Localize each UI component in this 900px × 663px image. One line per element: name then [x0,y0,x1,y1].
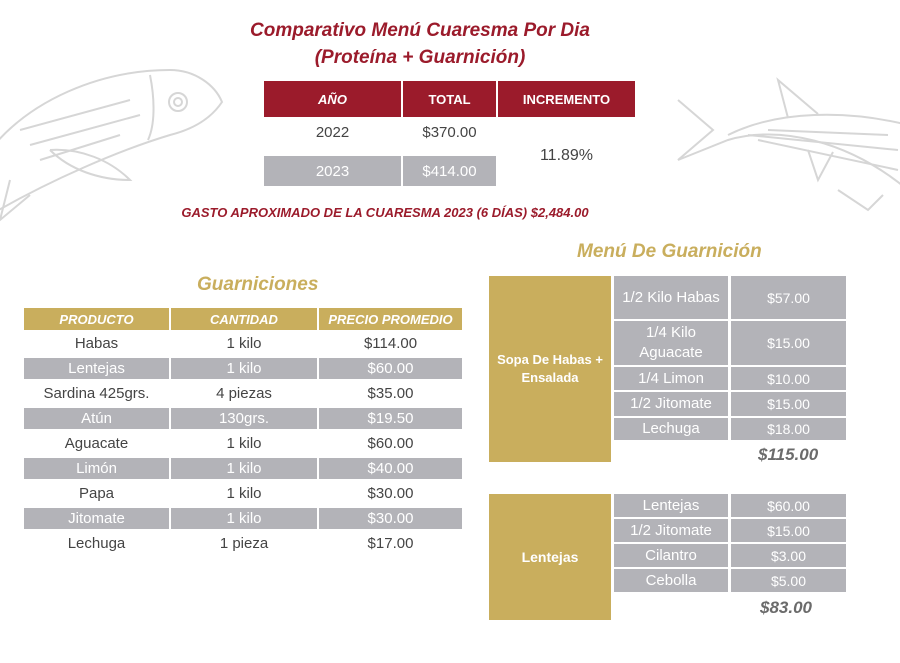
guarniciones-cell-precio: $30.00 [319,508,462,529]
dish2-item-name: Cebolla [614,569,728,592]
guarniciones-cell-producto: Aguacate [64,435,129,452]
total-2023: $414.00 [403,156,496,186]
guarniciones-cell-precio: $60.00 [367,435,414,452]
header-incremento: INCREMENTO [498,81,635,117]
guarniciones-cell-producto: Habas [74,335,119,352]
fish-illustration-right [677,77,900,212]
dish-lentejas: Lentejas [489,494,611,620]
dish2-item-price: $60.00 [731,494,846,517]
guarniciones-title: Guarniciones [197,274,319,295]
guarniciones-cell-cantidad: 1 kilo [171,358,317,379]
guarniciones-cell-cantidad: 1 kilo [226,435,262,452]
estimated-expense-text: GASTO APROXIMADO DE LA CUARESMA 2023 (6 … [181,205,589,220]
dish1-item-name: 1/2 Kilo Habas [614,276,728,319]
guarniciones-cell-producto: Lechuga [67,535,126,552]
dish1-item-price: $15.00 [731,392,846,416]
dish2-item-price: $15.00 [731,519,846,542]
dish1-item-name: Lechuga [614,418,728,440]
page-subtitle: (Proteína + Guarnición) [314,47,526,68]
dish1-item-price: $18.00 [731,418,846,440]
header-cantidad: CANTIDAD [171,308,317,330]
header-producto: PRODUCTO [24,308,169,330]
guarniciones-cell-producto: Jitomate [24,508,169,529]
dish1-item-price: $15.00 [731,321,846,365]
menu-title: Menú De Guarnición [577,241,762,262]
guarniciones-cell-precio: $35.00 [367,385,414,402]
guarniciones-cell-producto: Atún [24,408,169,429]
dish2-item-name: Lentejas [614,494,728,517]
header-ano: AÑO [264,81,401,117]
dish-sopa-habas: Sopa De Habas + Ensalada [489,276,611,462]
header-total: TOTAL [403,81,496,117]
guarniciones-cell-cantidad: 1 kilo [171,458,317,479]
guarniciones-cell-producto: Sardina 425grs. [43,385,150,402]
year-2022: 2022 [315,123,350,141]
guarniciones-cell-cantidad: 1 pieza [219,535,269,552]
estimated-expense: GASTO APROXIMADO DE LA CUARESMA 2023 (6 … [0,205,900,220]
page-title: Comparativo Menú Cuaresma Por Dia [250,20,590,41]
guarniciones-cell-precio: $17.00 [367,535,414,552]
dish1-total: $115.00 [758,445,819,464]
increment-value: 11.89% [539,147,594,164]
guarniciones-cell-cantidad: 1 kilo [226,335,262,352]
guarniciones-cell-precio: $19.50 [319,408,462,429]
guarniciones-cell-cantidad: 1 kilo [226,485,262,502]
guarniciones-cell-producto: Limón [24,458,169,479]
total-2022: $370.00 [422,123,477,141]
dish1-item-name: 1/4 Kilo Aguacate [614,321,728,365]
guarniciones-cell-precio: $30.00 [367,485,414,502]
dish2-item-name: 1/2 Jitomate [614,519,728,542]
guarniciones-cell-cantidad: 4 piezas [216,385,272,402]
dish2-item-name: Cilantro [614,544,728,567]
guarniciones-cell-cantidad: 130grs. [171,408,317,429]
guarniciones-cell-producto: Lentejas [24,358,169,379]
guarniciones-cell-cantidad: 1 kilo [171,508,317,529]
guarniciones-cell-producto: Papa [78,485,115,502]
year-2023: 2023 [264,156,401,186]
dish1-item-price: $57.00 [731,276,846,319]
dish1-item-price: $10.00 [731,367,846,390]
dish2-total: $83.00 [760,598,812,617]
header-precio: PRECIO PROMEDIO [319,308,462,330]
fish-illustration-left [0,68,224,222]
guarniciones-cell-precio: $60.00 [319,358,462,379]
dish2-item-price: $3.00 [731,544,846,567]
dish1-item-name: 1/2 Jitomate [614,392,728,416]
guarniciones-cell-precio: $40.00 [319,458,462,479]
dish1-item-name: 1/4 Limon [614,367,728,390]
dish2-item-price: $5.00 [731,569,846,592]
guarniciones-cell-precio: $114.00 [363,335,418,352]
